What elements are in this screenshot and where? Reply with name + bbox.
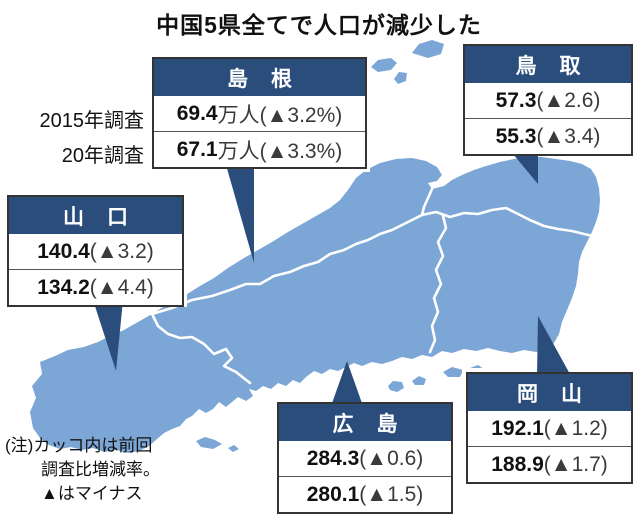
pref-name-tottori: 鳥取 xyxy=(465,46,631,83)
pref-name-okayama: 岡山 xyxy=(468,374,631,411)
tail-okayama xyxy=(537,316,571,376)
tail-yamaguchi xyxy=(93,300,123,371)
footnote-line: 調査比増減率。 xyxy=(41,460,160,479)
pref-name-label: 鳥取 xyxy=(515,54,604,78)
hiroshima-2020-value: 280.1 (▲1.5) xyxy=(279,476,451,512)
seto-islands xyxy=(196,365,484,452)
okayama-2015-value: 192.1 (▲1.2) xyxy=(468,411,631,446)
shimane-2020-value: 67.1 万人(▲3.3%) xyxy=(154,131,365,167)
pref-name-label: 島根 xyxy=(226,67,316,91)
callout-okayama: 岡山 192.1 (▲1.2) 188.9 (▲1.7) xyxy=(466,372,633,484)
shimane-2015-value: 69.4 万人(▲3.2%) xyxy=(154,96,365,131)
callout-shimane: 島根 69.4 万人(▲3.2%) 67.1 万人(▲3.3%) xyxy=(152,57,367,169)
tottori-2020-value: 55.3 (▲3.4) xyxy=(465,118,631,154)
pref-name-yamaguchi: 山口 xyxy=(9,197,182,234)
pref-name-label: 山口 xyxy=(62,205,152,229)
border-shimane-tottori xyxy=(420,187,434,217)
hiroshima-2015-value: 284.3 (▲0.6) xyxy=(279,441,451,476)
border-yamaguchi xyxy=(150,312,252,385)
footnote-line: ▲はマイナス xyxy=(41,484,143,503)
pref-name-label: 岡山 xyxy=(516,382,606,406)
callout-yamaguchi: 山口 140.4 (▲3.2) 134.2 (▲4.4) xyxy=(7,195,184,307)
callout-tottori: 鳥取 57.3 (▲2.6) 55.3 (▲3.4) xyxy=(463,44,633,156)
pref-name-hiroshima: 広島 xyxy=(279,404,451,441)
border-shimane-south xyxy=(150,213,424,316)
survey-label-2020: 20年調査 xyxy=(61,145,144,167)
tail-tottori xyxy=(508,148,538,184)
tail-shimane xyxy=(226,165,254,263)
callout-tails xyxy=(93,148,571,406)
border-hiroshima-okayama xyxy=(428,214,448,354)
chugoku-landmass xyxy=(30,157,600,453)
oki-islands xyxy=(371,40,444,84)
footnote: (注)カッコ内は前回 調査比増減率。 ▲はマイナス xyxy=(5,434,160,506)
yamaguchi-2015-value: 140.4 (▲3.2) xyxy=(9,234,182,269)
tail-hiroshima xyxy=(331,361,363,406)
pref-name-label: 広島 xyxy=(332,412,421,436)
footnote-line: (注)カッコ内は前回 xyxy=(5,436,153,455)
border-tottori-south xyxy=(420,206,595,238)
pref-name-shimane: 島根 xyxy=(154,59,365,96)
okayama-2020-value: 188.9 (▲1.7) xyxy=(468,446,631,482)
survey-label-2015: 2015年調査 xyxy=(39,110,145,132)
page-title: 中国5県全てで人口が減少した xyxy=(156,12,482,38)
tottori-2015-value: 57.3 (▲2.6) xyxy=(465,83,631,118)
callout-hiroshima: 広島 284.3 (▲0.6) 280.1 (▲1.5) xyxy=(277,402,453,514)
yamaguchi-2020-value: 134.2 (▲4.4) xyxy=(9,269,182,305)
prefecture-borders xyxy=(150,187,595,385)
